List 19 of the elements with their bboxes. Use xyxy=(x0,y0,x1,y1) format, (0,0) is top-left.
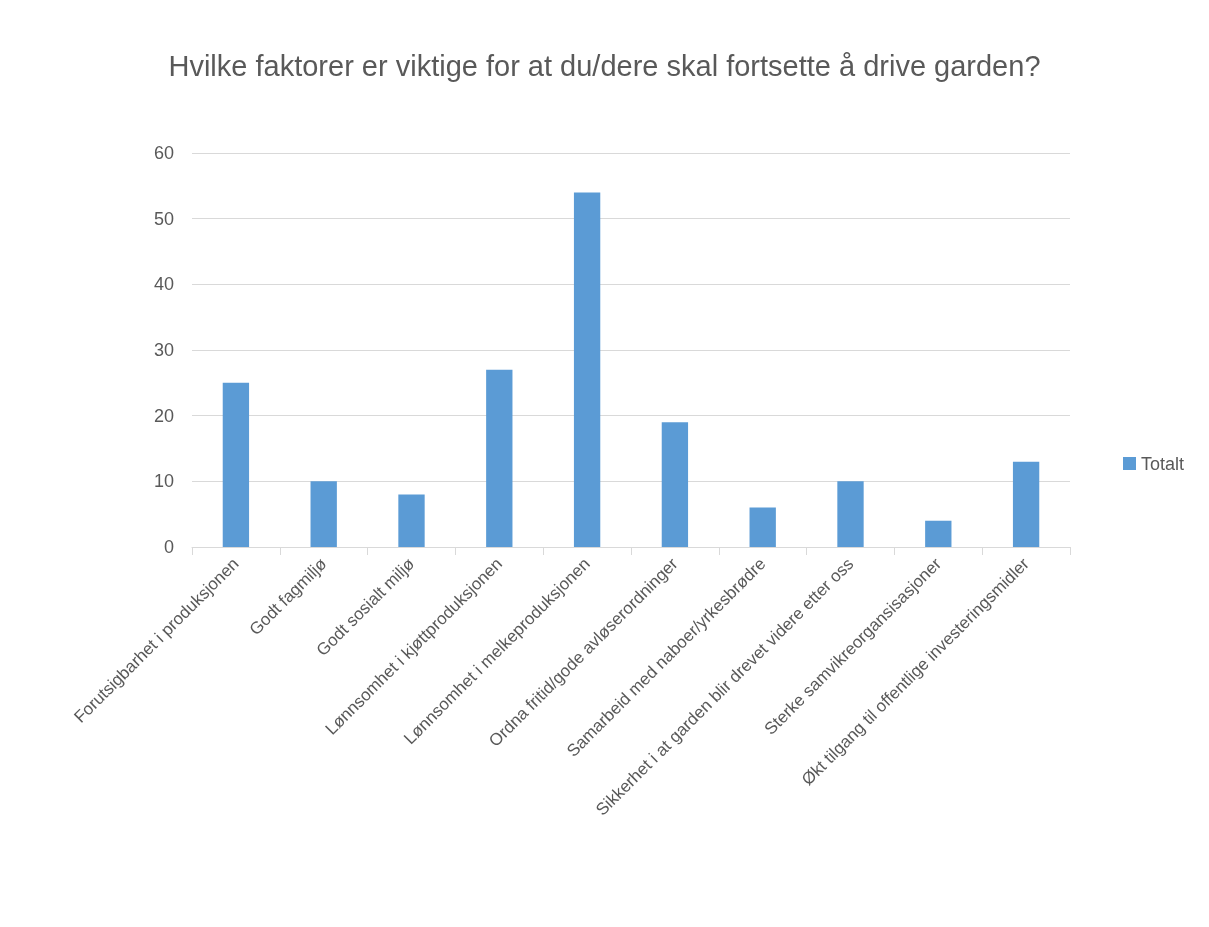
y-tick-label: 10 xyxy=(153,471,174,492)
bar xyxy=(837,481,864,547)
bar xyxy=(1012,461,1040,547)
bar xyxy=(661,422,689,547)
bar xyxy=(925,520,952,547)
bar xyxy=(310,481,337,547)
bar xyxy=(486,369,513,547)
bar xyxy=(573,192,601,547)
y-tick-label: 30 xyxy=(153,340,174,360)
legend-label: Totalt xyxy=(1140,453,1185,474)
y-tick-label: 50 xyxy=(153,208,174,229)
y-tick-label: 60 xyxy=(153,143,174,163)
y-tick-label: 20 xyxy=(153,405,174,426)
chart-title: Hvilke faktorer er viktige for at du/dere skal fortsette å drive garden? xyxy=(168,50,1041,82)
y-tick-label: 0 xyxy=(163,537,174,557)
bar xyxy=(749,507,776,547)
y-tick-label: 40 xyxy=(153,274,174,295)
bar xyxy=(222,382,250,547)
bar xyxy=(398,494,425,547)
